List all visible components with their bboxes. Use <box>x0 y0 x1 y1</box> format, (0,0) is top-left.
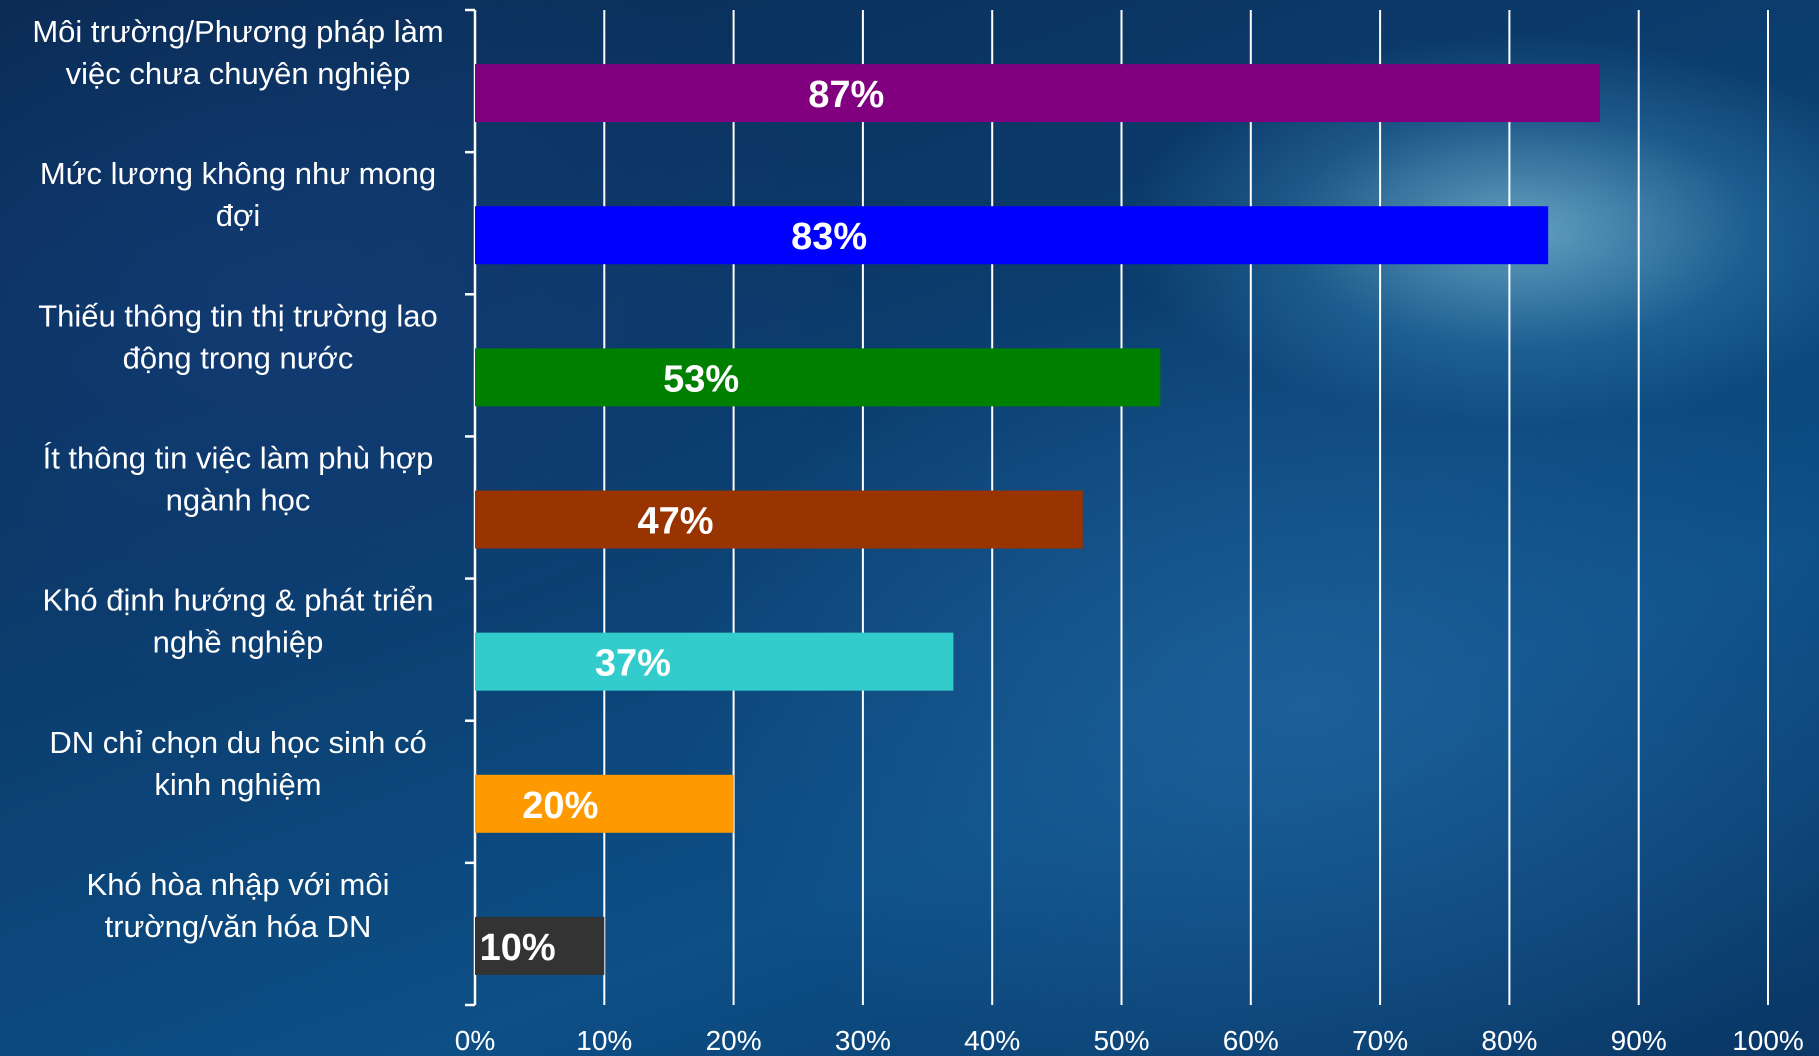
bar-data-label-6: 10% <box>480 927 556 969</box>
bar-5 <box>475 774 734 833</box>
category-label-line: Ít thông tin việc làm phù hợp <box>43 441 434 476</box>
category-label-line: Khó định hướng & phát triển <box>43 583 434 618</box>
category-label-1: Mức lương không như mong đợi <box>40 156 436 233</box>
x-tick-label-10: 10% <box>576 1025 632 1056</box>
x-tick-label-0: 0% <box>455 1025 495 1056</box>
category-label-line: ngành học <box>166 483 311 518</box>
x-tick-label-20: 20% <box>706 1025 762 1056</box>
category-label-2: Thiếu thông tin thị trường lao động trong… <box>38 298 438 375</box>
category-label-6: Khó hòa nhập với môi trường/văn hóa DN <box>87 867 390 944</box>
x-tick-label-40: 40% <box>964 1025 1020 1056</box>
category-label-3: Ít thông tin việc làm phù hợp ngành học <box>43 441 434 518</box>
x-tick-label-30: 30% <box>835 1025 891 1056</box>
x-tick-label-70: 70% <box>1352 1025 1408 1056</box>
category-labels: Môi trường/Phương pháp làm việc chưa chuy… <box>32 14 443 944</box>
category-label-line: Khó hòa nhập với môi <box>87 867 390 902</box>
bar-data-label-0: 87% <box>808 74 884 116</box>
bars-layer: 87% 83% 53% 47% 37% 20% 10% <box>475 64 1600 975</box>
x-tick-label-50: 50% <box>1093 1025 1149 1056</box>
category-label-line: động trong nước <box>123 340 354 375</box>
category-label-line: Môi trường/Phương pháp làm <box>32 14 443 49</box>
category-label-line: Thiếu thông tin thị trường lao <box>38 298 438 333</box>
bar-data-label-5: 20% <box>522 785 598 827</box>
bar-6 <box>475 916 605 975</box>
x-tick-label-60: 60% <box>1223 1025 1279 1056</box>
category-label-line: việc chưa chuyên nghiệp <box>66 56 411 91</box>
category-label-4: Khó định hướng & phát triển nghề nghiệp <box>43 583 434 660</box>
x-tick-label-80: 80% <box>1481 1025 1537 1056</box>
bar-4 <box>475 632 954 691</box>
bar-data-label-3: 47% <box>638 501 714 543</box>
bar-1 <box>475 206 1549 265</box>
grid-layer <box>465 8 1769 1007</box>
category-label-0: Môi trường/Phương pháp làm việc chưa chuy… <box>32 14 443 91</box>
x-axis-tick-labels: 0% 10% 20% 30% 40% 50% 60% 70% 80% 90% 100% <box>455 1025 1804 1056</box>
bar-data-label-2: 53% <box>663 358 739 400</box>
category-label-line: trường/văn hóa DN <box>105 909 372 944</box>
bar-0 <box>475 64 1600 123</box>
x-tick-label-90: 90% <box>1611 1025 1667 1056</box>
bar-3 <box>475 490 1083 549</box>
category-label-line: kinh nghiệm <box>154 767 321 802</box>
category-label-5: DN chỉ chọn du học sinh có kinh nghiệm <box>49 725 426 802</box>
category-label-line: Mức lương không như mong <box>40 156 436 191</box>
bar-data-label-4: 37% <box>595 643 671 685</box>
x-tick-label-100: 100% <box>1732 1025 1804 1056</box>
category-label-line: đợi <box>216 198 260 233</box>
category-label-line: DN chỉ chọn du học sinh có <box>49 725 426 760</box>
bar-2 <box>475 348 1161 407</box>
category-label-line: nghề nghiệp <box>153 625 324 660</box>
bar-data-label-1: 83% <box>791 216 867 258</box>
